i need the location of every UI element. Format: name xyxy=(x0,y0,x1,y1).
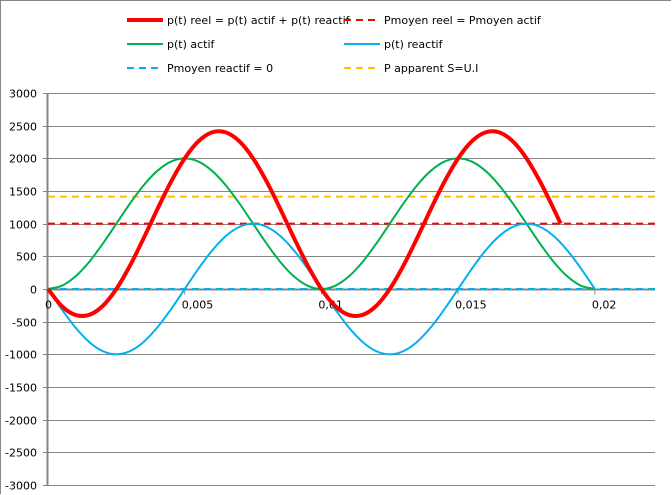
x-tick-label: 0,02 xyxy=(592,299,617,312)
y-tick-label: 500 xyxy=(16,251,37,264)
y-tick-label: -2500 xyxy=(5,447,37,460)
y-tick-label: -500 xyxy=(12,317,37,330)
legend-label: Pmoyen reactif = 0 xyxy=(167,62,273,75)
legend: p(t) reel = p(t) actif + p(t) reactif Pmo… xyxy=(127,14,542,75)
legend-label: P apparent S=U.I xyxy=(384,62,478,75)
y-tick-label: 0 xyxy=(30,284,37,297)
y-tick-label: -1500 xyxy=(5,382,37,395)
x-tick-label: 0,005 xyxy=(182,299,214,312)
x-tick-label: 0,015 xyxy=(455,299,487,312)
y-tick-label: 3000 xyxy=(9,88,37,101)
legend-label: p(t) actif xyxy=(167,38,216,51)
y-tick-label: 2000 xyxy=(9,153,37,166)
y-tick-label: 2500 xyxy=(9,121,37,134)
y-tick-label: -1000 xyxy=(5,349,37,362)
y-tick-label: -3000 xyxy=(5,480,37,493)
series-line-0 xyxy=(46,129,563,319)
x-tick-label: 0 xyxy=(45,299,52,312)
series-group xyxy=(46,129,655,356)
y-tick-label: 1000 xyxy=(9,219,37,232)
legend-label: p(t) reel = p(t) actif + p(t) reactif xyxy=(167,14,351,27)
legend-label: p(t) reactif xyxy=(384,38,444,51)
y-tick-label: 1500 xyxy=(9,186,37,199)
legend-label: Pmoyen reel = Pmoyen actif xyxy=(384,14,542,27)
y-tick-label: -2000 xyxy=(5,415,37,428)
